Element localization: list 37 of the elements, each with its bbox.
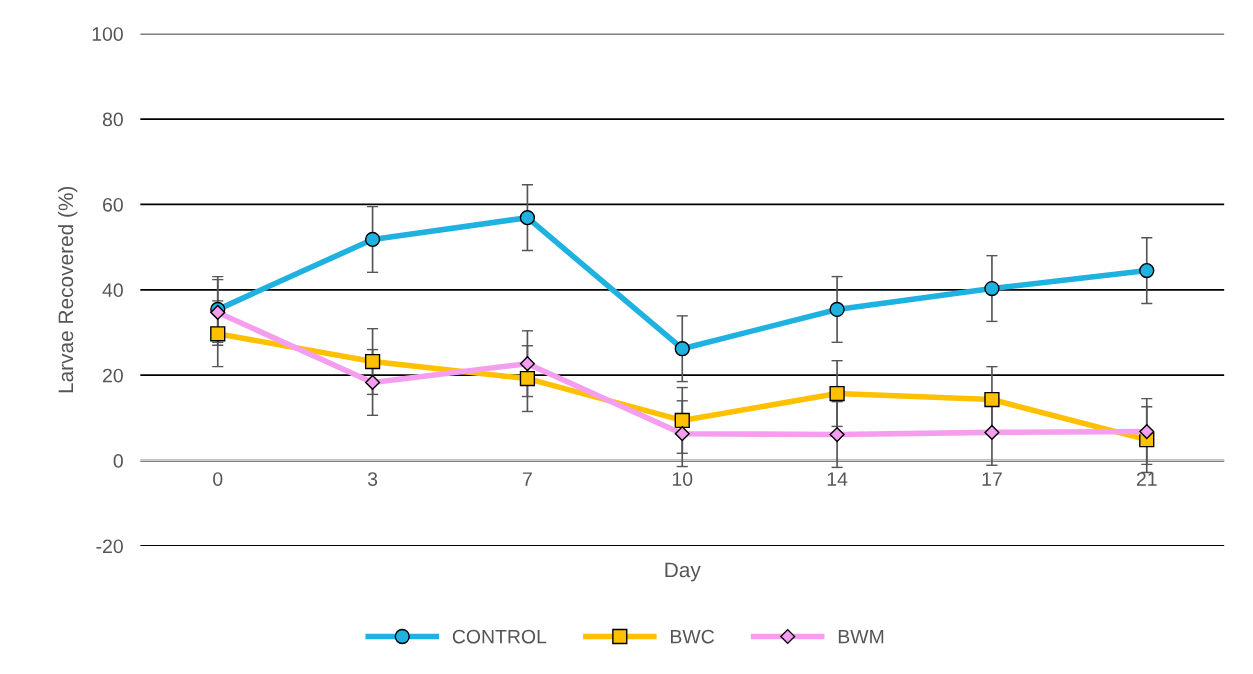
legend-label: BWM (838, 629, 884, 644)
y-tick-label: 40 (102, 283, 123, 298)
point (984, 280, 1000, 297)
x-tick-label: 14 (827, 472, 848, 486)
x-tick-label: 3 (367, 472, 378, 486)
y-tick-label: 0 (113, 454, 123, 468)
point (829, 301, 845, 318)
x-tick-label: 7 (523, 472, 532, 486)
point (674, 341, 690, 357)
x-tick-label: 21 (1136, 472, 1157, 486)
point (984, 424, 1000, 440)
point (210, 326, 226, 342)
y-axis-title: Larvae Recovered (%) (57, 186, 78, 393)
x-tick-label: 17 (982, 472, 1002, 486)
x-axis-title: Day (665, 562, 701, 582)
point (1139, 262, 1155, 279)
x-tick-label: 10 (672, 472, 693, 486)
point (674, 412, 690, 429)
legend-label: BWC (670, 629, 715, 644)
y-tick-label: 100 (92, 27, 123, 41)
point (519, 210, 536, 226)
point (1139, 423, 1155, 440)
point (674, 426, 690, 442)
point (519, 356, 535, 372)
point (365, 374, 381, 391)
point (829, 385, 845, 402)
point (364, 231, 381, 248)
y-tick-label: 80 (102, 112, 123, 127)
y-tick-label: 60 (103, 197, 123, 212)
y-tick-label: 20 (103, 368, 123, 383)
legend-label: CONTROL (452, 629, 547, 644)
point (829, 426, 845, 443)
point (984, 391, 1000, 408)
point (364, 353, 381, 370)
point (519, 370, 536, 387)
x-tick-label: 0 (213, 472, 223, 486)
y-tick-label: -20 (96, 539, 123, 554)
